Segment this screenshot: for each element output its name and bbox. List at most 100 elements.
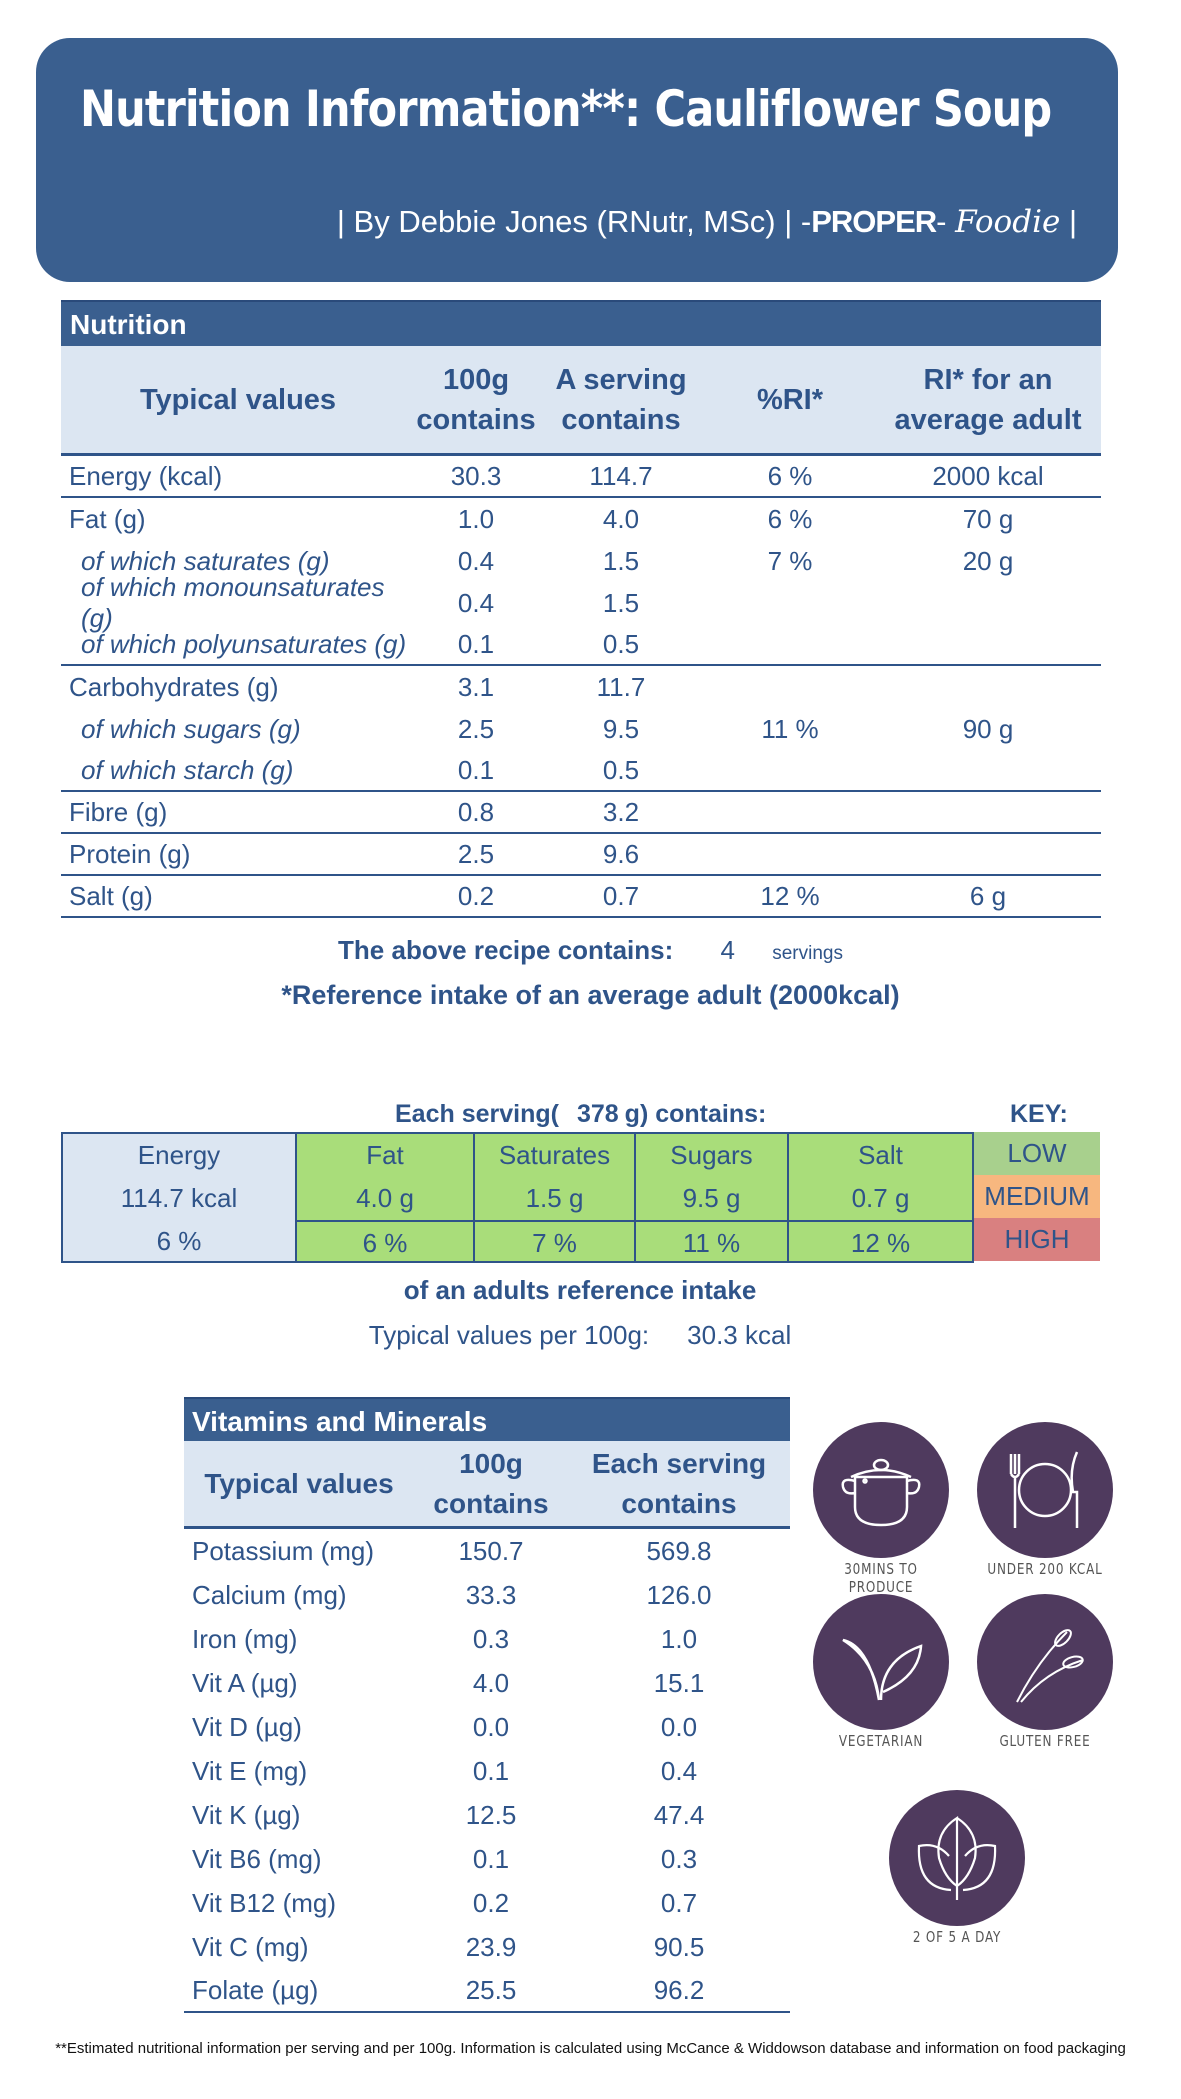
badge-30-mins: 30MINS TO PRODUCE: [796, 1422, 966, 1596]
table-row: Vit B6 (mg) 0.1 0.3: [184, 1837, 790, 1881]
value-100g: 0.2: [472, 1887, 510, 1918]
tl-pct: 6 %: [156, 1226, 202, 1256]
table-row: Carbohydrates (g) 3.1 11.7: [61, 666, 1101, 708]
nutrition-table-header: Typical values 100g contains A serving con…: [61, 346, 1101, 456]
value-100g: 0.1: [472, 1843, 510, 1874]
row-label: Salt (g): [69, 880, 153, 911]
badge-caption: GLUTEN FREE: [999, 1732, 1091, 1750]
row-label: Fat (g): [69, 503, 146, 534]
value-100g: 3.1: [457, 671, 495, 702]
value-ri: 70 g: [962, 503, 1014, 534]
row-label: Vit K (µg): [192, 1799, 301, 1830]
table-row: Salt (g) 0.2 0.7 12 % 6 g: [61, 876, 1101, 918]
value-serving: 4.0: [602, 503, 640, 534]
leaf-icon: [813, 1594, 949, 1730]
row-label: Vit A (µg): [192, 1667, 298, 1698]
table-row: Protein (g) 2.5 9.6: [61, 834, 1101, 876]
tl-pct: 6 %: [297, 1220, 473, 1263]
value-ri-pct: 7 %: [767, 545, 813, 576]
value-100g: 0.3: [472, 1623, 510, 1654]
badge-caption: 30MINS TO PRODUCE: [844, 1560, 918, 1596]
value-100g: 0.8: [457, 796, 495, 827]
value-serving: 11.7: [596, 671, 646, 702]
value-serving: 0.5: [602, 628, 640, 659]
value-serving: 0.0: [660, 1711, 698, 1742]
header-typical-values: Typical values: [204, 1467, 394, 1499]
value-ri: 90 g: [962, 713, 1014, 744]
key-high: HIGH: [974, 1218, 1100, 1261]
recipe-contains-label: The above recipe contains:: [338, 935, 674, 965]
brand-proper: PROPER: [811, 204, 937, 239]
value-ri-pct: 12 %: [760, 880, 820, 911]
header-serving: Each serving contains: [591, 1447, 767, 1519]
table-row: Vit B12 (mg) 0.2 0.7: [184, 1881, 790, 1925]
header-serving: A serving contains: [555, 363, 687, 436]
value-serving: 1.5: [602, 545, 640, 576]
tl-energy-cell: Energy 114.7 kcal 6 %: [63, 1134, 297, 1261]
value-serving: 15.1: [653, 1667, 705, 1698]
value-100g: 30.3: [450, 460, 502, 491]
row-label: of which starch (g): [81, 754, 294, 785]
value-ri-pct: 11 %: [761, 713, 819, 744]
row-label: Fibre (g): [69, 796, 168, 827]
value-serving: 1.5: [602, 587, 640, 618]
value-serving: 0.7: [602, 880, 640, 911]
table-row: Calcium (mg) 33.3 126.0: [184, 1573, 790, 1617]
value-ri: 2000 kcal: [932, 460, 1044, 491]
table-row: of which polyunsaturates (g) 0.1 0.5: [61, 624, 1101, 666]
value-100g: 0.1: [472, 1755, 510, 1786]
tl-sugars-cell: Sugars 9.5 g 11 %: [636, 1134, 789, 1261]
recipe-servings-line: The above recipe contains: 4 servings: [0, 935, 1181, 966]
cooking-pot-icon: [813, 1422, 949, 1558]
table-row: Folate (µg) 25.5 96.2: [184, 1969, 790, 2013]
tl-label: Salt: [858, 1140, 903, 1170]
nutrition-table: Nutrition Typical values 100g contains A …: [61, 300, 1101, 918]
table-row: of which starch (g) 0.1 0.5: [61, 750, 1101, 792]
serving-title: Each serving(378 g) contains:: [395, 1100, 766, 1129]
tl-pct: 12 %: [789, 1220, 972, 1263]
value-100g: 4.0: [472, 1667, 510, 1698]
value-ri-pct: 6 %: [767, 503, 813, 534]
vitamins-table-title: Vitamins and Minerals: [184, 1397, 790, 1441]
table-row: Vit K (µg) 12.5 47.4: [184, 1793, 790, 1837]
value-ri: 20 g: [962, 545, 1014, 576]
plate-cutlery-icon: [977, 1422, 1113, 1558]
table-row: Vit C (mg) 23.9 90.5: [184, 1925, 790, 1969]
servings-count: 4: [720, 935, 735, 965]
row-label: of which polyunsaturates (g): [81, 628, 407, 659]
tl-value: 0.7 g: [851, 1183, 910, 1213]
value-serving: 0.3: [660, 1843, 698, 1874]
header-typical-values: Typical values: [139, 383, 337, 416]
value-100g: 150.7: [458, 1535, 524, 1566]
table-row: of which sugars (g) 2.5 9.5 11 % 90 g: [61, 708, 1101, 750]
author-byline: | By Debbie Jones (RNutr, MSc) | -PROPER…: [337, 204, 1077, 240]
value-serving: 90.5: [653, 1931, 705, 1962]
tl-saturates-cell: Saturates 1.5 g 7 %: [475, 1134, 636, 1261]
value-serving: 0.7: [660, 1887, 698, 1918]
tl-value: 9.5 g: [682, 1183, 741, 1213]
value-100g: 33.3: [465, 1579, 517, 1610]
badge-under-200-kcal: UNDER 200 KCAL: [960, 1422, 1130, 1582]
value-ri-pct: 6 %: [767, 460, 813, 491]
row-label: of which sugars (g): [81, 713, 301, 744]
value-serving: 96.2: [653, 1974, 705, 2005]
nutrition-table-title: Nutrition: [61, 300, 1101, 346]
value-serving: 47.4: [653, 1799, 705, 1830]
value-100g: 0.4: [457, 545, 495, 576]
adults-reference-label: of an adults reference intake: [403, 1275, 757, 1305]
per100-value: 30.3 kcal: [687, 1320, 792, 1350]
value-100g: 2.5: [457, 713, 495, 744]
tl-pct: 11 %: [636, 1220, 787, 1263]
value-100g: 0.1: [457, 754, 495, 785]
row-label: Potassium (mg): [192, 1535, 375, 1566]
traffic-light-grid: Energy 114.7 kcal 6 % Fat 4.0 g 6 % Satu…: [61, 1132, 974, 1263]
traffic-light-key: LOW MEDIUM HIGH: [974, 1132, 1100, 1261]
per100-label: Typical values per 100g:: [368, 1320, 650, 1350]
tl-label: Fat: [366, 1140, 404, 1170]
key-low: LOW: [974, 1132, 1100, 1175]
row-label: Iron (mg): [192, 1623, 298, 1654]
row-label: Vit D (µg): [192, 1711, 302, 1742]
table-row: Energy (kcal) 30.3 114.7 6 % 2000 kcal: [61, 456, 1101, 498]
value-serving: 114.7: [589, 460, 653, 491]
header-banner: [36, 38, 1118, 282]
